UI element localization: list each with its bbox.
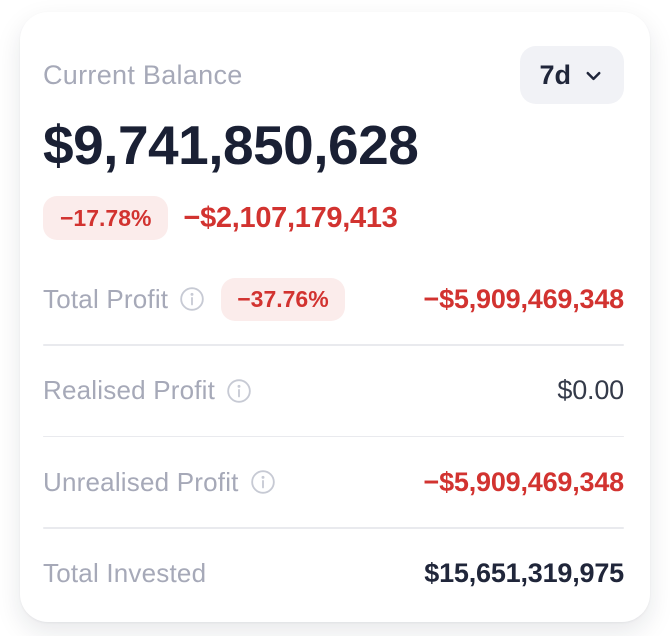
total-invested-row: Total Invested $15,651,319,975 <box>43 529 624 619</box>
total-profit-row: Total Profit −37.76% −$5,909,469,348 <box>43 254 624 344</box>
total-invested-label: Total Invested <box>43 558 207 588</box>
realised-profit-value: $0.00 <box>557 375 624 405</box>
unrealised-profit-row: Unrealised Profit −$5,909,469,348 <box>43 437 624 527</box>
realised-profit-row: Realised Profit $0.00 <box>43 346 624 436</box>
info-icon[interactable] <box>250 469 276 495</box>
total-profit-value: −$5,909,469,348 <box>423 283 625 314</box>
info-icon[interactable] <box>179 286 205 312</box>
divider <box>43 527 624 529</box>
stats-rows: Total Profit −37.76% −$5,909,469,348 Rea… <box>43 254 624 619</box>
current-balance-card: Current Balance 7d $9,741,850,628 −17.78… <box>20 12 650 622</box>
chevron-down-icon <box>582 64 605 87</box>
total-profit-label: Total Profit <box>43 283 169 314</box>
realised-profit-label: Realised Profit <box>43 375 216 405</box>
card-header: Current Balance 7d <box>43 45 624 105</box>
period-selector-button[interactable]: 7d <box>520 46 624 104</box>
unrealised-profit-value: −$5,909,469,348 <box>423 466 625 497</box>
total-profit-percent-badge: −37.76% <box>221 277 345 321</box>
divider <box>43 344 624 346</box>
info-icon[interactable] <box>226 378 252 404</box>
balance-value: $9,741,850,628 <box>43 114 419 176</box>
divider <box>43 435 624 437</box>
balance-change-percent-badge: −17.78% <box>43 196 169 240</box>
total-invested-value: $15,651,319,975 <box>424 558 624 588</box>
period-value: 7d <box>539 59 571 90</box>
unrealised-profit-label: Unrealised Profit <box>43 466 239 497</box>
balance-change-row: −17.78% −$2,107,179,413 <box>43 196 624 240</box>
balance-change-amount: −$2,107,179,413 <box>183 201 398 234</box>
card-title: Current Balance <box>43 59 243 90</box>
